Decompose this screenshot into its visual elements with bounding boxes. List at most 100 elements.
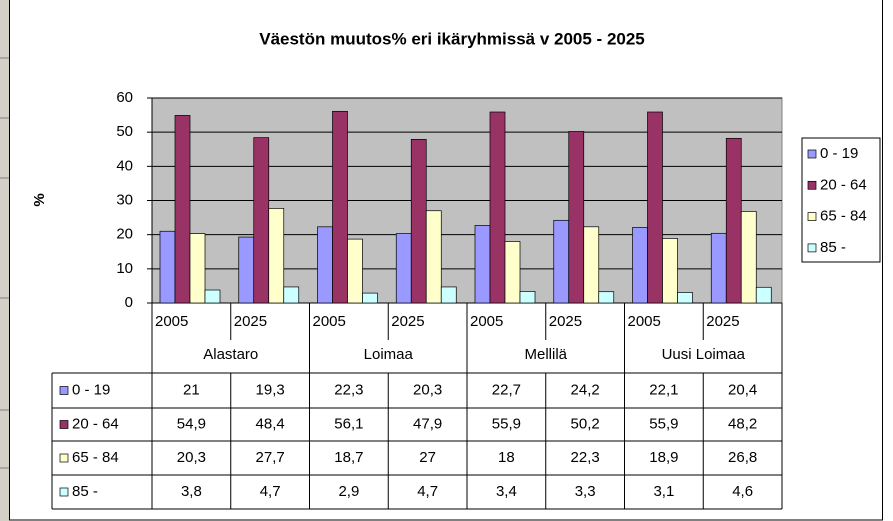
bar [647,111,663,304]
table-row-label: 20 - 64 [72,415,119,432]
group-label: Loimaa [364,346,414,363]
table-cell: 22,7 [492,381,521,398]
bar [410,138,427,304]
table-cell: 18,7 [334,449,363,466]
table-cell: 22,3 [571,449,600,466]
x-tick-label: 2005 [628,313,661,330]
table-cell: 27 [419,449,436,466]
table-cell: 4,7 [260,483,281,500]
table-cell: 20,3 [413,381,442,398]
table-cell: 20,4 [728,381,757,398]
table-cell: 24,2 [571,381,600,398]
table-cell: 18 [498,449,515,466]
table-cell: 19,3 [256,381,285,398]
chart-title: Väestön muutos% eri ikäryhmissä v 2005 -… [259,29,645,48]
sheet-lines [0,57,9,469]
table-row-label: 0 - 19 [72,381,110,398]
table-cell: 4,7 [417,483,438,500]
group-label: Mellilä [524,346,567,363]
y-tick-label: 20 [116,226,133,243]
table-key [59,453,69,463]
bar [174,115,191,304]
table-cell: 3,1 [653,483,674,500]
table-cell: 47,9 [413,415,442,432]
table-cell: 22,1 [649,381,678,398]
table-cell: 22,3 [334,381,363,398]
legend-label: 65 - 84 [820,208,867,225]
x-tick-label: 2025 [391,313,424,330]
table-cell: 55,9 [492,415,521,432]
sheet-strip [0,0,9,521]
bar [362,292,378,304]
bar [332,110,348,304]
legend-label: 20 - 64 [820,176,867,193]
table-cell: 56,1 [334,415,363,432]
x-tick-label: 2025 [549,313,582,330]
table-cell: 2,9 [338,483,359,500]
table-key [59,487,69,497]
legend-key [807,180,817,190]
bar [189,233,206,304]
table-cell: 26,8 [728,449,757,466]
table-cell: 20,3 [177,449,206,466]
bar [474,225,491,304]
x-tick-label: 2005 [470,313,503,330]
table-cell: 3,8 [181,483,202,500]
group-label: Uusi Loimaa [662,346,746,363]
y-tick-label: 50 [116,123,133,140]
table-cell: 50,2 [571,415,600,432]
table-cell: 3,3 [575,483,596,500]
bar [268,208,285,304]
bar [725,137,742,304]
bar [317,226,333,304]
table-cell: 48,2 [728,415,757,432]
bar [553,219,570,304]
bar [710,232,727,304]
bar [632,227,648,304]
bar [519,291,536,304]
bar [740,211,757,304]
x-tick-label: 2025 [234,313,267,330]
bar [253,137,270,304]
table-cell: 18,9 [649,449,678,466]
x-tick-label: 2025 [706,313,739,330]
bar [238,236,255,304]
bar [283,286,300,304]
y-tick-label: 30 [116,191,133,208]
bar [395,233,412,304]
bar [159,230,176,304]
table-cell: 55,9 [649,415,678,432]
bar [755,286,772,304]
bar [598,291,615,304]
y-tick-label: 0 [125,294,133,311]
y-tick-label: 40 [116,157,133,174]
bar [347,238,363,304]
y-tick-label: 60 [116,89,133,106]
table-key [59,386,69,395]
legend-label: 85 - [820,239,846,256]
bar [489,111,506,304]
bar [677,292,693,304]
table-key [59,420,69,429]
y-axis-label: % [31,193,48,206]
legend-key [807,149,817,159]
table-cell: 3,4 [496,483,517,500]
legend-label: 0 - 19 [820,145,858,162]
bar [504,241,521,304]
x-tick-label: 2005 [155,313,188,330]
table-cell: 4,6 [732,483,753,500]
table-row-label: 85 - [72,483,98,500]
bar [425,210,442,304]
table-cell: 54,9 [177,415,206,432]
table-cell: 21 [183,381,200,398]
y-tick-label: 10 [116,260,133,277]
table-cell: 27,7 [256,449,285,466]
table-cell: 48,4 [256,415,285,432]
bar [440,286,457,304]
legend-key [807,243,817,253]
table-row-label: 65 - 84 [72,449,119,466]
legend-key [807,212,817,221]
bar [583,226,600,304]
bar [568,131,585,304]
